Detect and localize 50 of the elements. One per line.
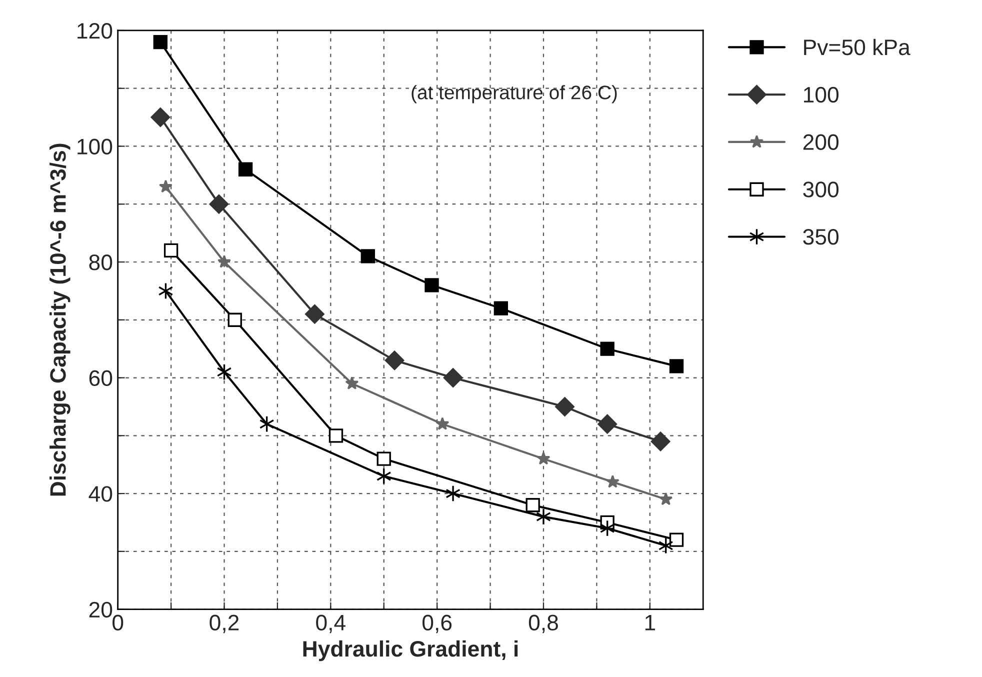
y-tick-label: 80 [89, 254, 112, 270]
point [606, 474, 620, 488]
x-tick-label: 0 [112, 614, 124, 630]
x-tick-label: 0,6 [422, 614, 452, 634]
point [345, 376, 359, 390]
point [669, 532, 684, 547]
point [526, 498, 540, 512]
point [158, 180, 173, 193]
point [555, 397, 574, 416]
point [150, 108, 170, 127]
legend-label: 300 [803, 182, 839, 198]
x-tick-label: 1 [645, 614, 655, 630]
x-tick-label: 0,2 [210, 614, 239, 634]
point [328, 428, 344, 443]
y-tick-label: 120 [78, 23, 112, 39]
x-tick-label: 0,4 [316, 614, 346, 634]
legend-label: Pv=50 kPa [804, 38, 910, 56]
point [209, 194, 229, 214]
point [536, 452, 550, 465]
point [443, 368, 463, 388]
y-tick-label: 20 [89, 602, 112, 618]
point [659, 492, 673, 506]
point [305, 304, 324, 324]
y-tick-label: 60 [89, 370, 112, 386]
point [536, 508, 551, 526]
point [238, 162, 253, 176]
point [494, 301, 508, 316]
x-tick-label: 0,8 [528, 614, 558, 634]
point [384, 350, 404, 370]
point [153, 34, 168, 50]
legend-label: 100 [804, 86, 839, 103]
y-tick-label: 100 [78, 138, 112, 155]
point [436, 416, 450, 430]
x-axis-title: Hydraulic Gradient, i [303, 640, 518, 662]
point [600, 342, 614, 356]
legend-label: 200 [803, 134, 839, 150]
y-axis-title: Discharge Capacity (10^-6 m^3/s) [50, 144, 70, 496]
point [164, 243, 178, 258]
point [376, 452, 391, 466]
point [424, 278, 439, 292]
annotation: (at temperature of 26 C) [412, 85, 617, 104]
point [669, 359, 684, 374]
point [217, 254, 232, 268]
point [598, 414, 618, 434]
point [228, 312, 242, 327]
point [446, 485, 460, 502]
point [650, 432, 670, 452]
y-tick-label: 40 [88, 486, 112, 502]
point [360, 249, 375, 264]
legend-label: 350 [803, 229, 839, 245]
